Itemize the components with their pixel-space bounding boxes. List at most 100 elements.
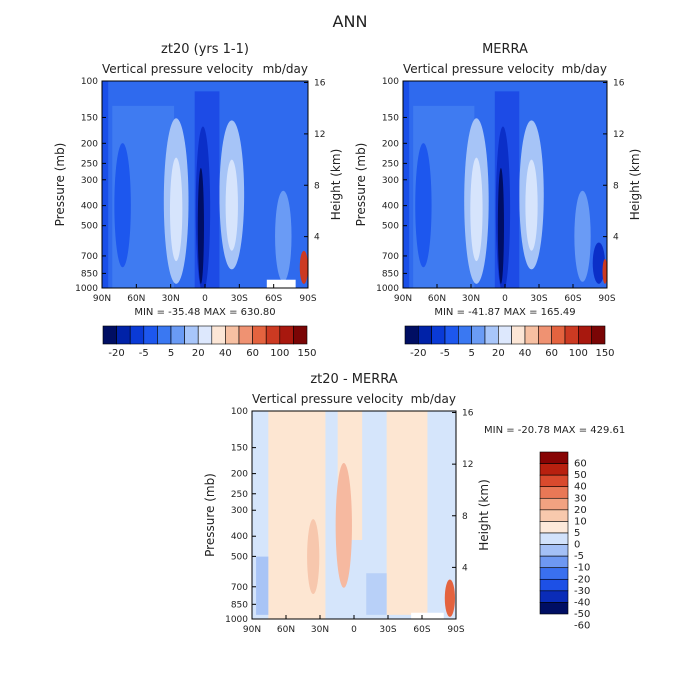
figure-title: ANN [333, 12, 368, 31]
y-tick-label: 400 [382, 202, 399, 212]
field-missing [411, 612, 444, 619]
colorbar-label: 30 [574, 493, 587, 504]
colorbar-swatch [471, 325, 486, 345]
colorbar-swatch [539, 544, 569, 557]
panel-title: MERRA [482, 42, 528, 57]
y2-axis-label: Height (km) [628, 149, 642, 220]
field-negative-patch [256, 556, 269, 615]
colorbar-swatch [538, 325, 552, 345]
colorbar-swatch [418, 325, 432, 345]
field-descent-core [225, 159, 238, 251]
x-tick-label: 90N [243, 625, 261, 635]
colorbar-label: 10 [574, 516, 587, 527]
colorbar-label: 60 [574, 459, 587, 470]
field-positive-core [307, 519, 320, 595]
y2-tick-label: 4 [314, 233, 320, 243]
colorbar: -20 -5 5 20 40 60 100 150 [404, 325, 615, 359]
field-positive-band [386, 411, 428, 615]
y-tick-label: 500 [231, 552, 248, 562]
field-positive-band [268, 411, 326, 619]
colorbar-swatch [564, 325, 579, 345]
colorbar-swatch [484, 325, 499, 345]
y-tick-label: 850 [81, 269, 98, 279]
field-descent-core [169, 157, 183, 262]
x-tick-label: 30N [462, 294, 480, 304]
x-tick-label: 90S [598, 294, 615, 304]
panel-stats: MIN = -20.78 MAX = 429.61 [484, 425, 625, 436]
colorbar-swatch [539, 474, 569, 488]
colorbar-label: -10 [574, 563, 590, 574]
y-tick-label: 1000 [225, 615, 248, 625]
colorbar-label: -20 [410, 348, 426, 359]
colorbar-label: 60 [545, 348, 558, 359]
x-tick-label: 30S [379, 625, 396, 635]
colorbar-swatch [539, 497, 569, 511]
colorbar: -20 -5 5 20 40 60 100 150 [102, 325, 317, 359]
heatmap-field [252, 411, 456, 619]
colorbar-label: 40 [574, 482, 587, 493]
y2-tick-label: 16 [613, 79, 625, 89]
y-tick-label: 300 [382, 176, 399, 186]
colorbar-swatch [511, 325, 526, 345]
y-tick-label: 1000 [75, 284, 98, 294]
panel-subtitle: Vertical pressure velocity [102, 62, 253, 76]
x-tick-label: 0 [351, 625, 357, 635]
colorbar-swatch [551, 325, 566, 345]
y-tick-label: 1000 [376, 284, 399, 294]
y-tick-label: 200 [231, 470, 248, 480]
field-descent-core [470, 157, 483, 262]
y-tick-label: 700 [231, 583, 248, 593]
y-tick-label: 200 [382, 139, 399, 149]
y2-tick-label: 4 [462, 563, 468, 573]
y-tick-label: 500 [81, 222, 98, 232]
colorbar-label: 60 [246, 348, 259, 359]
colorbar-swatch [293, 325, 308, 345]
colorbar-label: 100 [569, 348, 588, 359]
x-tick-label: 0 [502, 294, 508, 304]
x-tick-label: 60N [277, 625, 295, 635]
panel-stats: MIN = -41.87 MAX = 165.49 [434, 307, 575, 318]
colorbar-swatch [539, 555, 569, 569]
colorbar-label: 5 [168, 348, 174, 359]
colorbar-swatch [591, 325, 606, 345]
y2-tick-label: 4 [613, 233, 619, 243]
y-tick-label: 850 [231, 600, 248, 610]
field-positive-extreme [602, 259, 607, 284]
colorbar-swatch [539, 521, 569, 534]
colorbar-label: -5 [139, 348, 149, 359]
colorbar-label: -30 [574, 586, 590, 597]
y-tick-label: 100 [81, 77, 98, 87]
y2-tick-label: 16 [462, 409, 474, 419]
x-tick-label: 60N [428, 294, 446, 304]
x-tick-label: 60S [265, 294, 282, 304]
colorbar-swatch [539, 590, 569, 603]
colorbar-swatch [539, 578, 569, 592]
y-tick-label: 250 [382, 159, 399, 169]
colorbar-swatch [498, 325, 512, 345]
panel-units: mb/day [562, 62, 607, 76]
colorbar-swatch [116, 325, 131, 345]
panel-units: mb/day [263, 62, 308, 76]
colorbar-swatch [211, 325, 226, 345]
heatmap-field [403, 81, 607, 288]
colorbar-label: 100 [270, 348, 289, 359]
colorbar-label: -5 [574, 551, 584, 562]
colorbar-swatch [157, 325, 172, 345]
colorbar-label: 150 [297, 348, 316, 359]
colorbar-swatch [102, 325, 117, 345]
y-tick-label: 100 [382, 77, 399, 87]
colorbar-swatch [279, 325, 294, 345]
y-tick-label: 300 [81, 176, 98, 186]
x-tick-label: 60S [564, 294, 581, 304]
y2-tick-label: 8 [462, 512, 468, 522]
colorbar-swatch [444, 325, 459, 345]
x-tick-label: 0 [202, 294, 208, 304]
colorbar-swatch [524, 325, 539, 345]
colorbar-label: 50 [574, 470, 587, 481]
field-ascent-core [592, 242, 605, 284]
field-ascent-band [415, 143, 432, 268]
field-edge [403, 81, 410, 288]
colorbar-label: 0 [574, 540, 580, 551]
colorbar-label: 40 [219, 348, 232, 359]
x-tick-label: 90N [394, 294, 412, 304]
